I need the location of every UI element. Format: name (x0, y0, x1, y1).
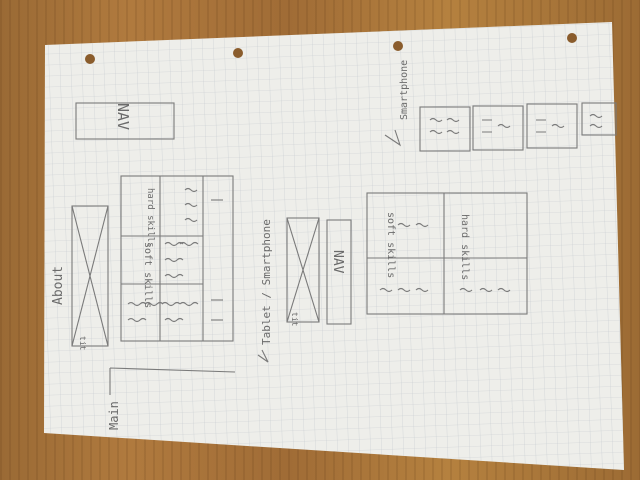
binder-hole-3 (393, 41, 403, 51)
arrow-to-smartphone (384, 129, 402, 147)
smartphone-box-2 (472, 105, 524, 151)
nav-box-tablet (326, 219, 352, 325)
smartphone-box-3 (526, 103, 578, 149)
hard-skills-label-tablet: hard skills (459, 214, 470, 280)
tablet-image-caption: tit (290, 312, 299, 327)
tablet-skills-box (366, 192, 528, 315)
soft-skills-label-tablet: soft skills (385, 212, 396, 278)
binder-hole-4 (567, 33, 577, 43)
about-label: About (51, 266, 66, 305)
hard-skills-label-desktop: hard skills (145, 188, 155, 248)
binder-hole-1 (85, 54, 95, 64)
nav-box-desktop (75, 102, 175, 140)
nav-desktop-label: NAV (114, 103, 132, 130)
tablet-smartphone-label: Tablet / Smartphone (260, 219, 273, 345)
main-label: Main (107, 401, 121, 430)
smartphone-box-1 (419, 106, 471, 152)
main-section-box (120, 175, 234, 342)
nav-tablet-label: NAV (330, 250, 345, 274)
arrow-to-tablet (257, 349, 269, 363)
binder-hole-2 (233, 48, 243, 58)
soft-skills-label-desktop: soft skills (142, 242, 153, 308)
about-image-caption: tit (78, 336, 87, 351)
smartphone-box-4 (581, 102, 617, 136)
scribble-lines (127, 113, 603, 323)
tablet-image-placeholder (286, 217, 320, 323)
smartphone-label: Smartphone (399, 60, 410, 120)
about-image-placeholder (71, 205, 109, 347)
main-bracket (109, 367, 236, 395)
